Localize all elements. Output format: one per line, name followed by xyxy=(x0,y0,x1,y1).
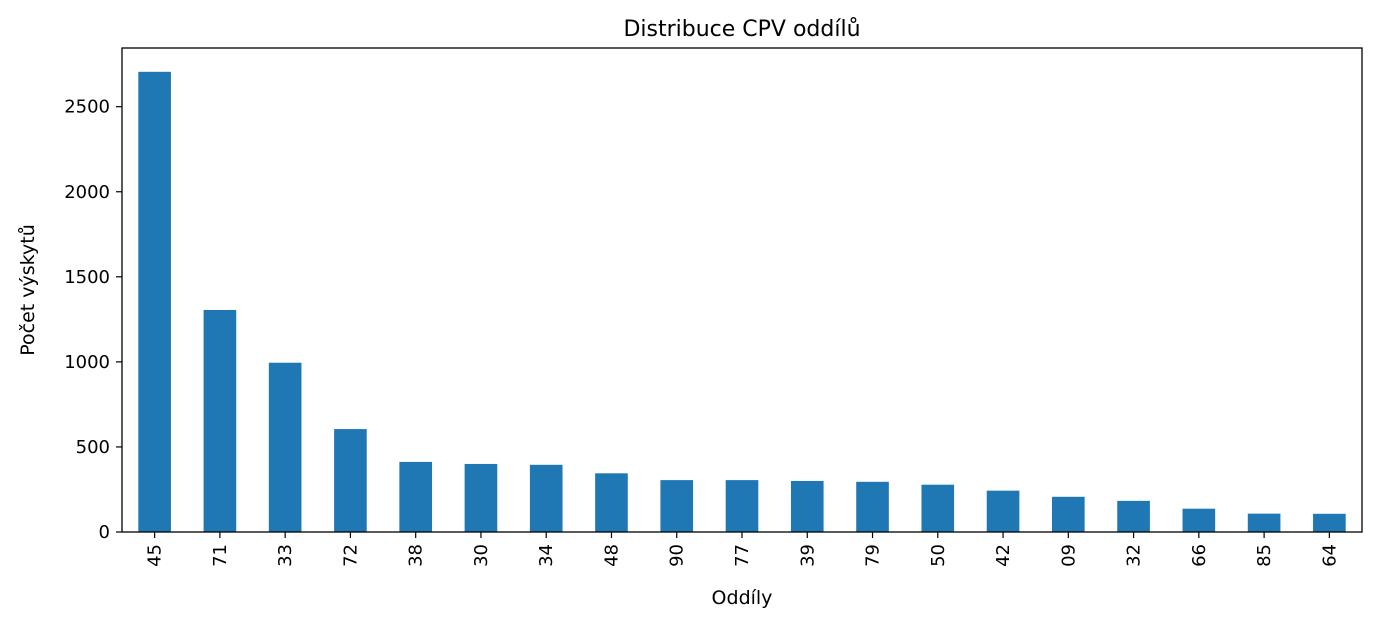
y-tick-label: 2500 xyxy=(64,97,110,118)
bar-42 xyxy=(986,490,1020,532)
y-tick-label: 0 xyxy=(99,522,110,543)
x-tick-label: 77 xyxy=(732,544,753,567)
x-tick-label: 50 xyxy=(928,544,949,567)
x-tick-label: 39 xyxy=(797,544,818,567)
y-tick-label: 2000 xyxy=(64,182,110,203)
bar-09 xyxy=(1052,496,1085,532)
y-tick-label: 1000 xyxy=(64,352,110,373)
bar-90 xyxy=(660,480,694,532)
x-tick-label: 71 xyxy=(210,544,231,567)
x-tick-label: 66 xyxy=(1189,544,1210,567)
chart-title: Distribuce CPV oddílů xyxy=(623,17,860,42)
x-tick-label: 64 xyxy=(1319,544,1340,567)
bar-50 xyxy=(921,484,955,532)
x-tick-label: 79 xyxy=(863,544,884,567)
x-tick-label: 72 xyxy=(340,544,361,567)
bar-71 xyxy=(203,309,237,532)
x-axis-ticks: 45 71 33 72 38 30 34 48 90 77 39 79 50 42 09 32 66 85 64 xyxy=(145,532,1340,567)
bar-77 xyxy=(725,480,759,532)
x-tick-label: 34 xyxy=(536,544,557,567)
bar-48 xyxy=(595,473,628,532)
bar-85 xyxy=(1247,513,1281,532)
y-tick-label: 1500 xyxy=(64,267,110,288)
x-tick-label: 45 xyxy=(145,544,166,567)
bar-45 xyxy=(138,71,171,532)
bar-32 xyxy=(1117,500,1150,532)
plot-frame xyxy=(121,47,1363,533)
bars-group xyxy=(138,71,1346,532)
x-tick-label: 32 xyxy=(1124,544,1145,567)
x-tick-label: 85 xyxy=(1254,544,1275,567)
bar-39 xyxy=(790,480,824,532)
bar-38 xyxy=(399,461,432,532)
y-axis-label: Počet výskytů xyxy=(17,224,39,355)
bar-33 xyxy=(268,362,302,532)
x-tick-label: 48 xyxy=(601,544,622,567)
bar-64 xyxy=(1313,513,1346,532)
bar-34 xyxy=(529,464,563,532)
bar-66 xyxy=(1182,508,1216,532)
x-tick-label: 30 xyxy=(471,544,492,567)
x-tick-label: 09 xyxy=(1058,544,1079,567)
x-axis-label: Oddíly xyxy=(712,587,773,609)
bar-79 xyxy=(856,481,889,532)
bar-72 xyxy=(334,429,367,532)
bar-30 xyxy=(464,463,498,532)
x-tick-label: 38 xyxy=(406,544,427,567)
x-tick-label: 42 xyxy=(993,544,1014,567)
x-tick-label: 90 xyxy=(667,544,688,567)
y-axis-ticks: 0 500 1000 1500 2000 2500 xyxy=(64,97,122,543)
y-tick-label: 500 xyxy=(76,437,110,458)
x-tick-label: 33 xyxy=(275,544,296,567)
